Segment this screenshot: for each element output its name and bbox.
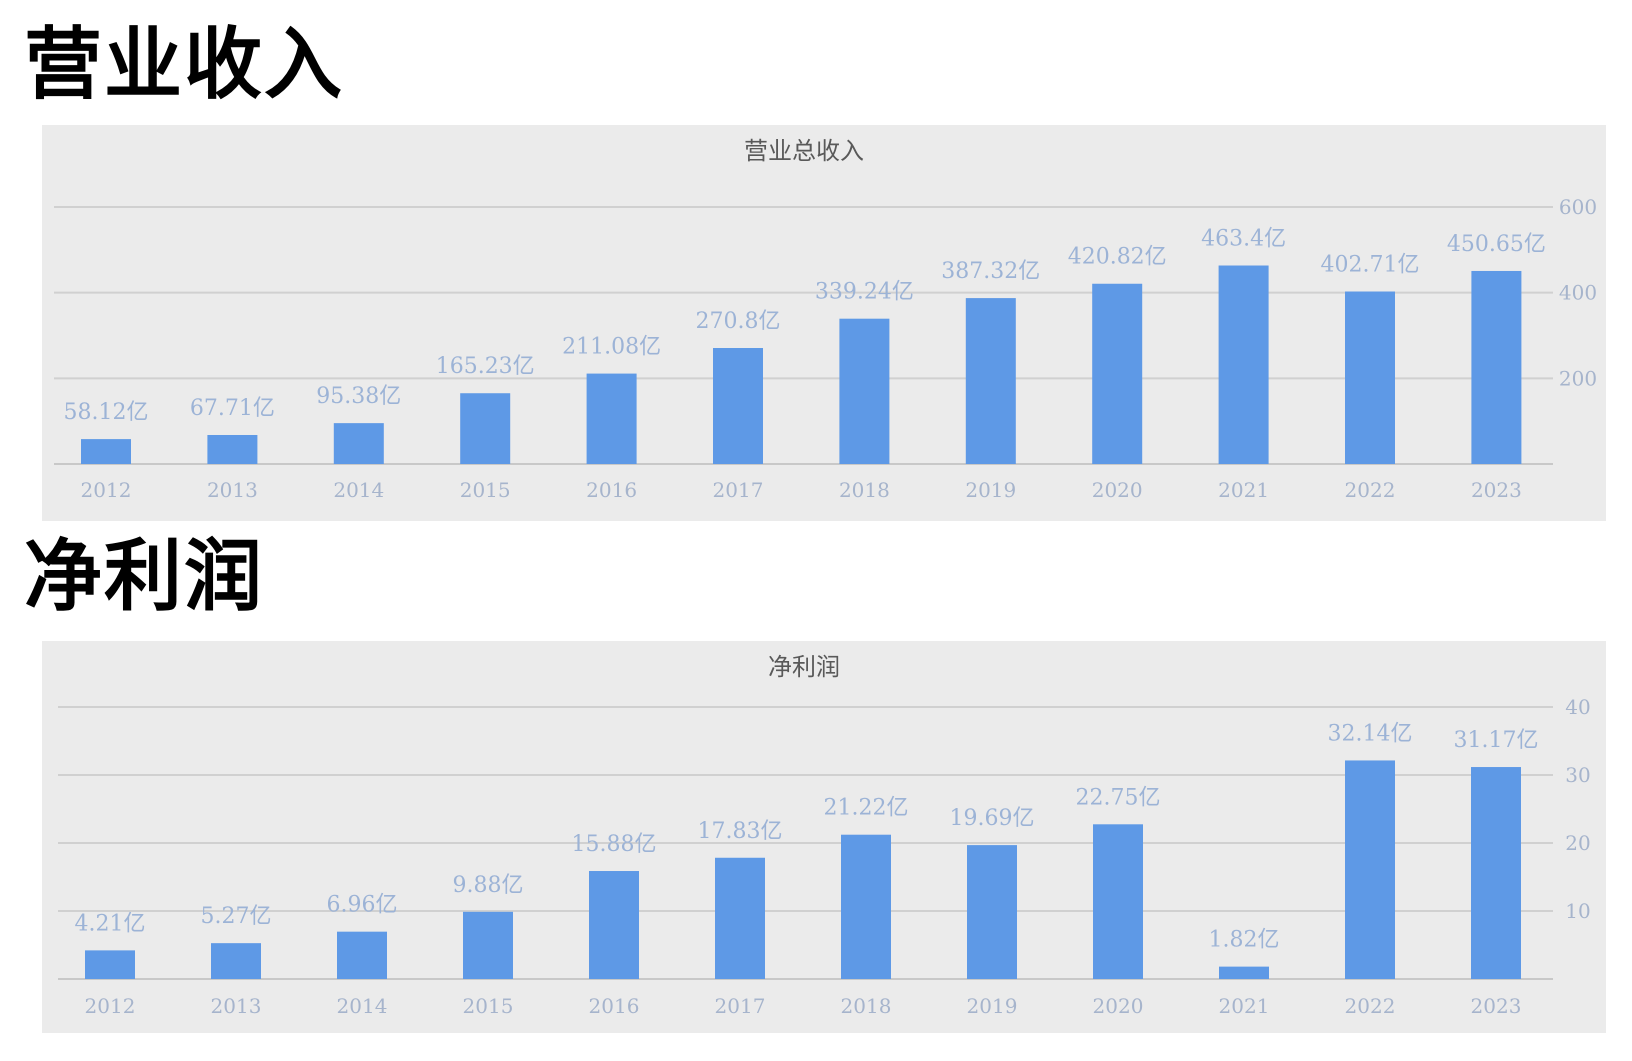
profit-chart-panel: 净利润 10 20 30 40 4.21亿 2012 5.27亿 2013 6.96亿 2014 9.… xyxy=(42,641,1606,1033)
bar-2022 xyxy=(1345,760,1395,979)
x-tick-label: 2012 xyxy=(85,994,136,1018)
bar-2013 xyxy=(211,943,261,979)
data-label: 17.83亿 xyxy=(698,819,783,844)
x-tick-label: 2016 xyxy=(589,994,640,1018)
bar-2012 xyxy=(81,439,131,464)
data-label: 387.32亿 xyxy=(941,259,1040,284)
bar-2021 xyxy=(1218,265,1269,464)
bar-2015 xyxy=(463,911,513,979)
x-tick-label: 2014 xyxy=(333,478,384,502)
bar-2017 xyxy=(715,857,765,979)
x-tick-label: 2019 xyxy=(967,994,1018,1018)
bar-2018 xyxy=(839,318,890,464)
chart-title: 营业总收入 xyxy=(744,137,864,165)
bar-2020 xyxy=(1092,283,1143,464)
bar-2022 xyxy=(1345,291,1395,464)
data-label: 32.14亿 xyxy=(1328,721,1413,746)
bar-2013 xyxy=(207,434,258,464)
x-tick-label: 2021 xyxy=(1219,994,1270,1018)
x-tick-label: 2023 xyxy=(1471,994,1522,1018)
y-tick-label: 30 xyxy=(1565,763,1590,787)
data-label: 21.22亿 xyxy=(824,796,909,821)
revenue-chart-panel: 营业总收入 200 400 600 58.12亿 2012 67.71亿 2013 95.38亿… xyxy=(42,125,1606,521)
x-tick-label: 2023 xyxy=(1471,478,1522,502)
x-tick-label: 2017 xyxy=(713,478,764,502)
y-tick-label: 600 xyxy=(1559,195,1597,219)
chart-title: 净利润 xyxy=(768,653,840,681)
data-label: 4.21亿 xyxy=(75,911,146,936)
profit-heading: 净利润 xyxy=(24,532,265,622)
bar-2023 xyxy=(1471,270,1522,464)
data-label: 31.17亿 xyxy=(1454,728,1539,753)
bar-2021 xyxy=(1219,966,1269,979)
data-label: 19.69亿 xyxy=(950,806,1035,831)
y-tick-label: 10 xyxy=(1565,899,1590,923)
bar-2019 xyxy=(967,845,1017,979)
revenue-chart: 营业总收入 200 400 600 58.12亿 2012 67.71亿 2013 95.38亿… xyxy=(54,137,1597,502)
x-tick-label: 2016 xyxy=(586,478,637,502)
data-label: 165.23亿 xyxy=(436,354,535,379)
bar-2023 xyxy=(1471,767,1521,979)
data-label: 5.27亿 xyxy=(201,904,272,929)
bar-2019 xyxy=(965,298,1016,464)
x-tick-label: 2020 xyxy=(1093,994,1144,1018)
x-tick-label: 2019 xyxy=(965,478,1016,502)
data-label: 95.38亿 xyxy=(316,384,401,409)
bar-2016 xyxy=(589,871,639,979)
x-tick-label: 2022 xyxy=(1345,994,1396,1018)
x-tick-label: 2013 xyxy=(207,478,258,502)
data-label: 1.82亿 xyxy=(1209,928,1280,953)
bar-2012 xyxy=(85,950,135,979)
bar-2015 xyxy=(460,393,511,464)
data-label: 450.65亿 xyxy=(1447,232,1546,257)
x-tick-label: 2021 xyxy=(1218,478,1269,502)
x-tick-label: 2013 xyxy=(211,994,262,1018)
data-label: 15.88亿 xyxy=(572,832,657,857)
bar-2014 xyxy=(333,423,384,464)
y-tick-label: 200 xyxy=(1559,366,1597,390)
data-label: 211.08亿 xyxy=(562,335,661,360)
x-tick-label: 2020 xyxy=(1092,478,1143,502)
bar-2018 xyxy=(841,834,891,979)
bar-2016 xyxy=(586,373,637,464)
bar-2014 xyxy=(337,931,387,979)
data-label: 339.24亿 xyxy=(815,280,914,305)
x-tick-label: 2022 xyxy=(1345,478,1396,502)
y-tick-label: 20 xyxy=(1565,831,1590,855)
bar-2017 xyxy=(713,348,763,464)
data-label: 9.88亿 xyxy=(453,873,524,898)
bar-2020 xyxy=(1093,824,1143,979)
x-tick-label: 2012 xyxy=(81,478,132,502)
data-label: 67.71亿 xyxy=(190,396,275,421)
x-tick-label: 2015 xyxy=(460,478,511,502)
data-label: 22.75亿 xyxy=(1076,785,1161,810)
x-tick-label: 2017 xyxy=(715,994,766,1018)
data-label: 420.82亿 xyxy=(1068,245,1167,270)
y-tick-label: 400 xyxy=(1559,281,1597,305)
x-tick-label: 2018 xyxy=(839,478,890,502)
data-label: 402.71亿 xyxy=(1321,253,1420,278)
data-label: 6.96亿 xyxy=(327,893,398,918)
x-tick-label: 2018 xyxy=(841,994,892,1018)
data-label: 270.8亿 xyxy=(696,309,781,334)
data-label: 463.4亿 xyxy=(1201,227,1286,252)
revenue-heading: 营业收入 xyxy=(24,20,345,110)
data-label: 58.12亿 xyxy=(64,400,149,425)
x-tick-label: 2015 xyxy=(463,994,514,1018)
y-tick-label: 40 xyxy=(1565,695,1590,719)
profit-chart: 净利润 10 20 30 40 4.21亿 2012 5.27亿 2013 6.96亿 2014 9.… xyxy=(58,653,1591,1018)
x-tick-label: 2014 xyxy=(337,994,388,1018)
